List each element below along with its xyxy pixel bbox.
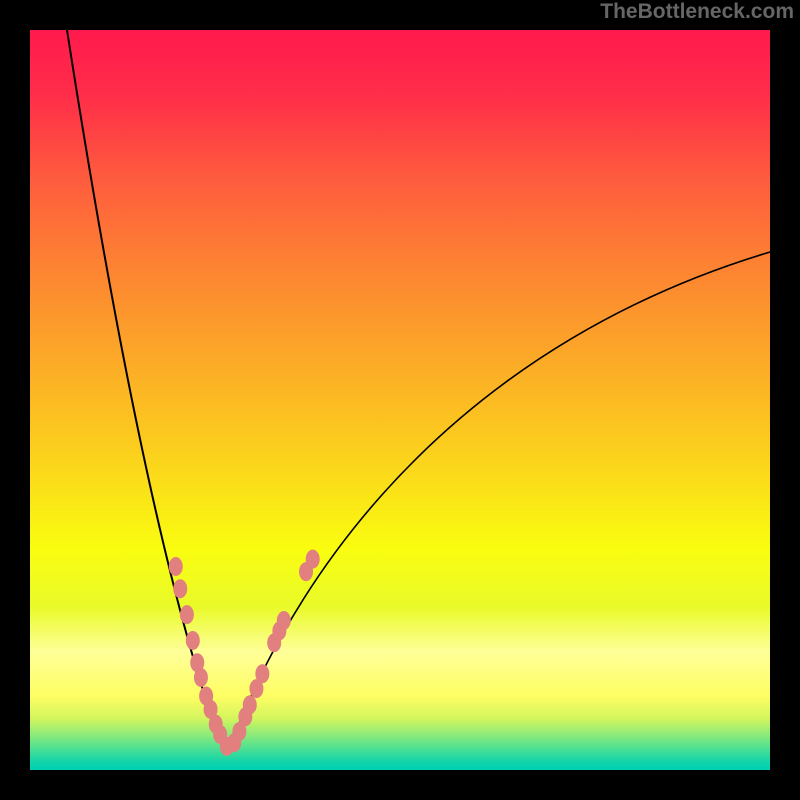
data-marker (243, 696, 256, 714)
curve-right-branch (230, 252, 770, 748)
data-marker (180, 606, 193, 624)
data-marker (169, 558, 182, 576)
bottleneck-curve-layer (30, 30, 770, 770)
data-marker (194, 669, 207, 687)
data-marker (306, 550, 319, 568)
watermark-text: TheBottleneck.com (600, 0, 794, 24)
chart-plot-area (30, 30, 770, 770)
data-marker (174, 580, 187, 598)
data-marker (256, 665, 269, 683)
data-marker (277, 612, 290, 630)
data-marker (186, 632, 199, 650)
